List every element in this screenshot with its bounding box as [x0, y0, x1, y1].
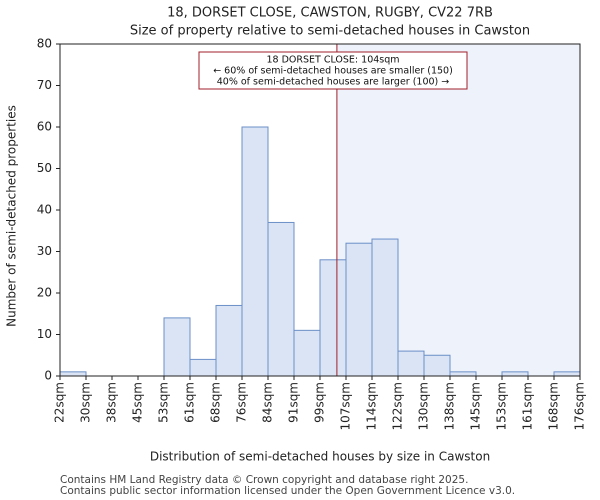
x-tick-label: 45sqm	[131, 382, 145, 423]
x-tick-label: 99sqm	[313, 382, 327, 423]
x-tick-label: 38sqm	[105, 382, 119, 423]
y-tick-label: 0	[44, 369, 52, 383]
bar-68sqm	[215, 304, 243, 377]
y-tick-label: 60	[37, 120, 52, 134]
x-tick-label: 114sqm	[365, 382, 379, 430]
annotation-line-3: 40% of semi-detached houses are larger (…	[217, 77, 450, 88]
x-tick-label: 68sqm	[209, 382, 223, 423]
bar-107sqm	[345, 242, 373, 377]
x-tick-label: 130sqm	[417, 382, 431, 430]
y-axis: 0 10 20 30 40 50 60 70 80	[37, 37, 60, 383]
bars	[59, 126, 581, 377]
x-tick-label: 107sqm	[339, 382, 353, 430]
x-tick-label: 22sqm	[53, 382, 67, 423]
annotation-box-frame	[198, 51, 468, 90]
x-tick-label: 153sqm	[495, 382, 509, 430]
bar-153sqm	[501, 371, 529, 377]
bar-114sqm	[371, 238, 399, 377]
y-tick-label: 30	[37, 244, 52, 258]
chart-subtitle: Size of property relative to semi-detach…	[130, 24, 530, 39]
bar-76sqm	[241, 126, 269, 377]
x-tick-label: 53sqm	[157, 382, 171, 423]
bar-122sqm	[397, 350, 425, 377]
x-tick-label: 30sqm	[79, 382, 93, 423]
annotation-box: 18 DORSET CLOSE: 104sqm ← 60% of semi-de…	[198, 51, 468, 90]
y-tick-label: 20	[37, 286, 52, 300]
x-axis: 22sqm 30sqm 38sqm 45sqm 53sqm 61sqm 68sqm 76sqm…	[53, 376, 587, 430]
bar-99sqm	[319, 259, 347, 377]
y-tick-label: 50	[37, 161, 52, 175]
x-tick-label: 138sqm	[443, 382, 457, 430]
x-axis-label: Distribution of semi-detached houses by …	[150, 450, 490, 464]
x-tick-label: 168sqm	[547, 382, 561, 430]
bar-22sqm	[59, 371, 87, 377]
x-tick-label: 161sqm	[521, 382, 535, 430]
footer-line-2: Contains public sector information licen…	[60, 485, 516, 497]
x-tick-label: 145sqm	[469, 382, 483, 430]
x-tick-label: 91sqm	[287, 382, 301, 423]
y-axis-label: Number of semi-detached properties	[5, 105, 19, 327]
x-tick-label: 61sqm	[183, 382, 197, 423]
annotation-line-2: ← 60% of semi-detached houses are smalle…	[213, 66, 453, 77]
bar-130sqm	[423, 354, 451, 377]
y-tick-label: 70	[37, 78, 52, 92]
bar-61sqm	[189, 358, 217, 377]
x-tick-label: 76sqm	[235, 382, 249, 423]
y-tick-label: 80	[37, 37, 52, 51]
bar-53sqm	[163, 317, 191, 377]
bar-91sqm	[293, 329, 321, 377]
x-tick-label: 176sqm	[573, 382, 587, 430]
x-tick-label: 122sqm	[391, 382, 405, 430]
bar-138sqm	[449, 371, 477, 377]
y-tick-label: 40	[37, 203, 52, 217]
chart-title: 18, DORSET CLOSE, CAWSTON, RUGBY, CV22 7…	[167, 6, 493, 21]
y-tick-label: 10	[37, 327, 52, 341]
bar-84sqm	[267, 221, 295, 377]
footer-line-1: Contains HM Land Registry data © Crown c…	[60, 474, 469, 486]
x-tick-label: 84sqm	[261, 382, 275, 423]
annotation-line-1: 18 DORSET CLOSE: 104sqm	[266, 55, 399, 66]
bar-168sqm	[553, 371, 581, 377]
